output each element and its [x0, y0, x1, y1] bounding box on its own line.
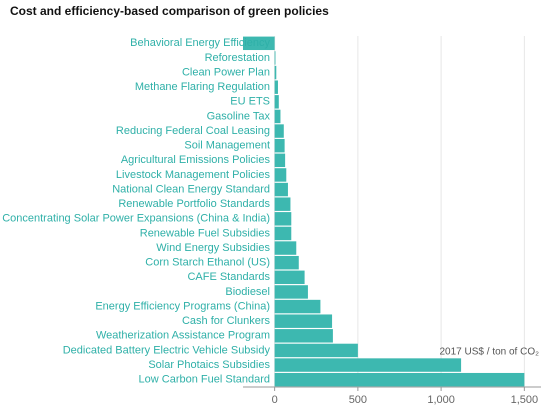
bar: [274, 109, 281, 124]
y-tick-label: Gasoline Tax: [207, 110, 271, 122]
bar: [274, 241, 297, 255]
y-tick-label: Cash for Clunkers: [182, 315, 271, 327]
bar: [274, 285, 308, 299]
x-axis-label: 2017 US$ / ton of CO₂: [440, 347, 540, 358]
y-tick-label: Biodiesel: [225, 286, 270, 298]
bar: [274, 270, 305, 285]
bar: [274, 51, 276, 65]
bar: [274, 255, 299, 270]
y-tick-label: Soil Management: [184, 140, 270, 152]
bar: [274, 124, 284, 138]
bar: [274, 138, 285, 153]
bar: [274, 197, 291, 211]
bar: [274, 329, 333, 343]
bar: [274, 168, 287, 182]
y-tick-label: Low Carbon Fuel Standard: [139, 374, 270, 386]
y-tick-label: Concentrating Solar Power Expansions (Ch…: [2, 213, 270, 225]
y-tick-label: Energy Efficiency Programs (China): [95, 300, 270, 312]
y-tick-label: Corn Starch Ethanol (US): [145, 257, 270, 269]
bar: [274, 358, 462, 372]
x-tick-label: 1,500: [511, 394, 539, 406]
bar: [274, 314, 333, 328]
y-tick-label: EU ETS: [230, 96, 270, 108]
chart-title: Cost and efficiency-based comparison of …: [10, 4, 329, 18]
y-tick-label: National Clean Energy Standard: [112, 183, 270, 195]
bar: [274, 95, 279, 109]
bar: [243, 36, 275, 51]
y-tick-label: Reforestation: [205, 52, 270, 64]
bar: [274, 65, 277, 80]
bar: [274, 80, 278, 94]
x-tick-label: 1,000: [427, 394, 455, 406]
x-tick-label: 500: [349, 394, 367, 406]
bar: [274, 212, 292, 226]
y-tick-label: Agricultural Emissions Policies: [121, 154, 271, 166]
y-tick-label: Weatherization Assistance Program: [96, 330, 270, 342]
bar: [274, 226, 292, 241]
bar: [274, 372, 525, 387]
bar: [274, 299, 321, 314]
bar: [274, 182, 288, 197]
y-tick-label: Renewable Fuel Subsidies: [140, 227, 271, 239]
y-tick-label: Reducing Federal Coal Leasing: [116, 125, 270, 137]
bar: [274, 343, 358, 358]
y-tick-label: Livestock Management Policies: [116, 169, 271, 181]
y-tick-label: CAFE Standards: [187, 271, 270, 283]
y-tick-label: Behavioral Energy Efficiency: [130, 37, 270, 49]
x-tick-label: 0: [272, 394, 278, 406]
y-tick-label: Wind Energy Subsidies: [156, 242, 270, 254]
y-tick-label: Renewable Portfolio Standards: [118, 198, 270, 210]
y-tick-label: Clean Power Plan: [182, 66, 270, 78]
y-tick-label: Dedicated Battery Electric Vehicle Subsi…: [63, 344, 271, 356]
bar: [274, 153, 286, 168]
y-tick-label: Solar Photaics Subsidies: [148, 359, 270, 371]
y-tick-label: Methane Flaring Regulation: [135, 81, 270, 93]
